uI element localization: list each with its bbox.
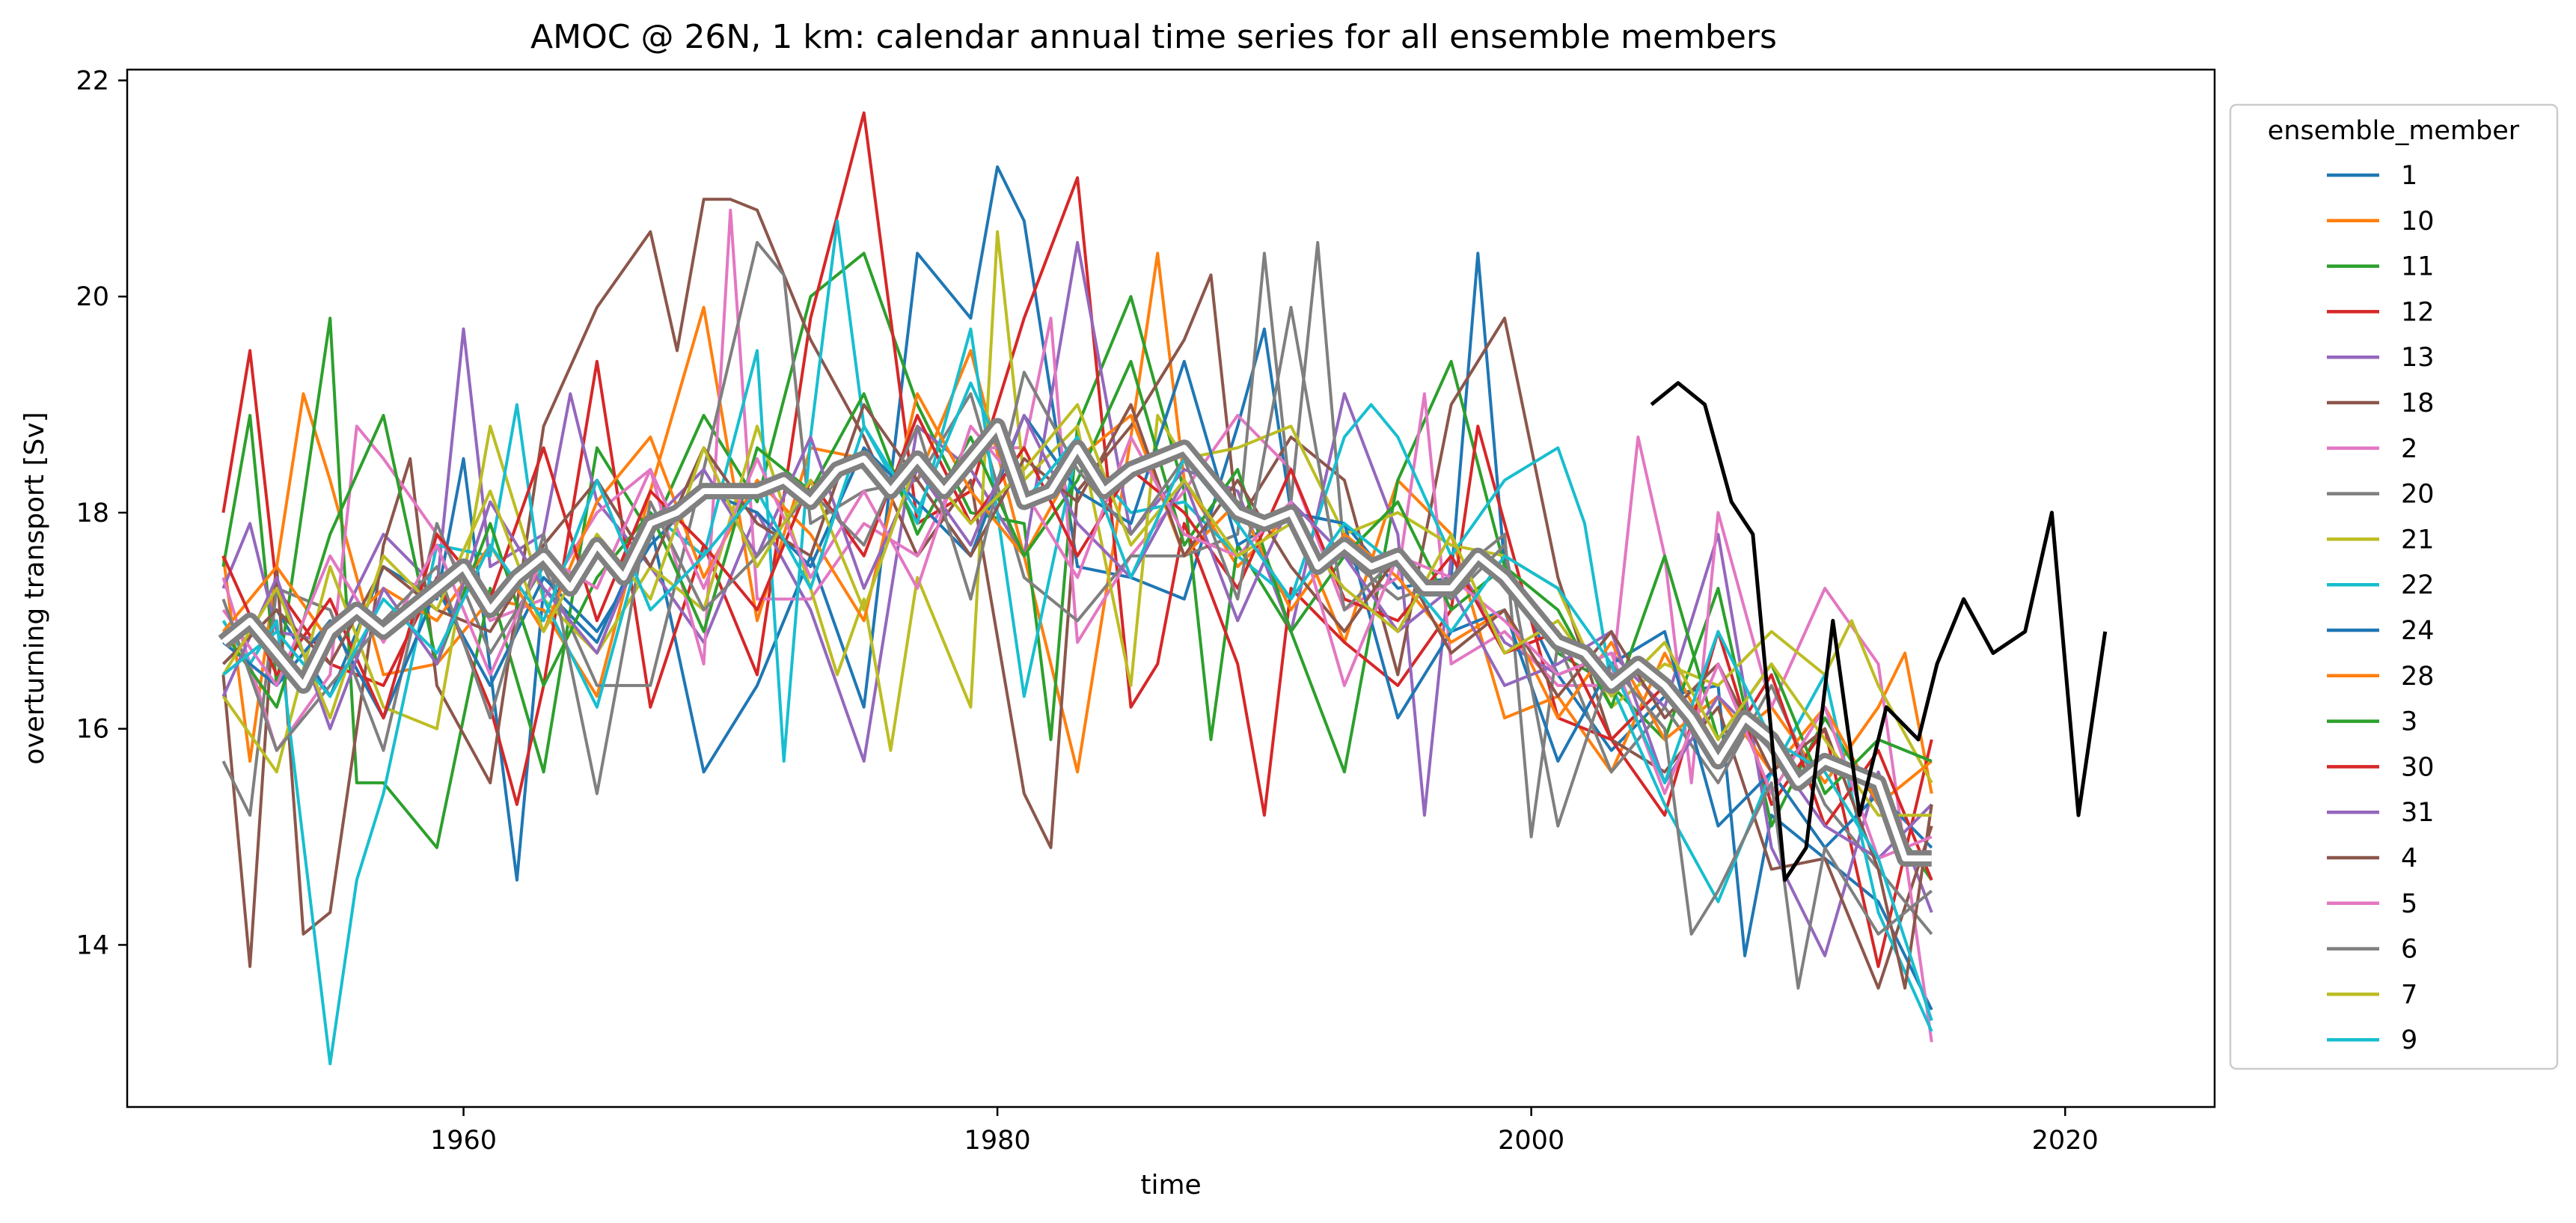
y-tick-label: 14 [76, 930, 109, 960]
legend-label-4: 4 [2401, 844, 2417, 873]
series-line-24 [222, 359, 1933, 850]
legend: ensemble_member 1 10 11 12 13 18 2 20 21 22 24 28 3 3… [2229, 103, 2559, 1070]
x-axis-label: time [1140, 1170, 1201, 1201]
legend-label-2: 2 [2401, 434, 2417, 464]
legend-title: ensemble_member [2268, 116, 2520, 146]
legend-label-7: 7 [2401, 980, 2417, 1010]
x-tick-label: 1980 [964, 1126, 1031, 1156]
legend-label-5: 5 [2401, 889, 2417, 919]
y-tick-label: 20 [76, 282, 109, 312]
legend-label-28: 28 [2401, 662, 2435, 692]
legend-label-20: 20 [2401, 480, 2435, 510]
legend-label-3: 3 [2401, 707, 2417, 737]
series-line-2 [221, 208, 1933, 1043]
x-tick-label: 2020 [2032, 1126, 2099, 1156]
legend-label-30: 30 [2401, 752, 2435, 782]
observations-line [1650, 381, 2108, 882]
legend-label-13: 13 [2401, 343, 2435, 373]
ensemble-mean-line [221, 423, 1932, 861]
series-line-12 [221, 111, 1933, 969]
legend-label-9: 9 [2401, 1025, 2417, 1055]
legend-label-31: 31 [2401, 798, 2435, 828]
y-tick-label: 18 [76, 498, 109, 528]
series-line-7 [221, 403, 1932, 817]
legend-frame [2229, 103, 2559, 1070]
y-tick-label: 16 [76, 715, 109, 745]
series-line-30 [221, 414, 1933, 881]
legend-label-10: 10 [2401, 207, 2435, 237]
legend-label-6: 6 [2401, 935, 2417, 965]
legend-label-11: 11 [2401, 252, 2435, 282]
series-line-20 [221, 241, 1933, 936]
legend-label-24: 24 [2401, 616, 2435, 646]
y-tick-label: 22 [76, 66, 109, 96]
x-tick-label: 2000 [1498, 1126, 1564, 1156]
legend-label-22: 22 [2401, 570, 2435, 600]
legend-label-18: 18 [2401, 388, 2435, 418]
y-axis: 14 16 18 20 22 [76, 66, 127, 960]
plot-frame [126, 68, 2216, 1108]
y-axis-label: overturning transport [Sv] [19, 412, 50, 764]
legend-label-1: 1 [2401, 161, 2417, 191]
legend-label-12: 12 [2401, 297, 2435, 327]
series-line-31 [221, 414, 1933, 860]
series-line-9 [222, 381, 1933, 1022]
chart-title: AMOC @ 26N, 1 km: calendar annual time s… [530, 18, 1777, 56]
plot-area [126, 68, 2216, 1108]
x-tick-label: 1960 [430, 1126, 497, 1156]
x-axis: 1960 1980 2000 2020 [430, 1107, 2099, 1156]
legend-label-21: 21 [2401, 525, 2435, 555]
